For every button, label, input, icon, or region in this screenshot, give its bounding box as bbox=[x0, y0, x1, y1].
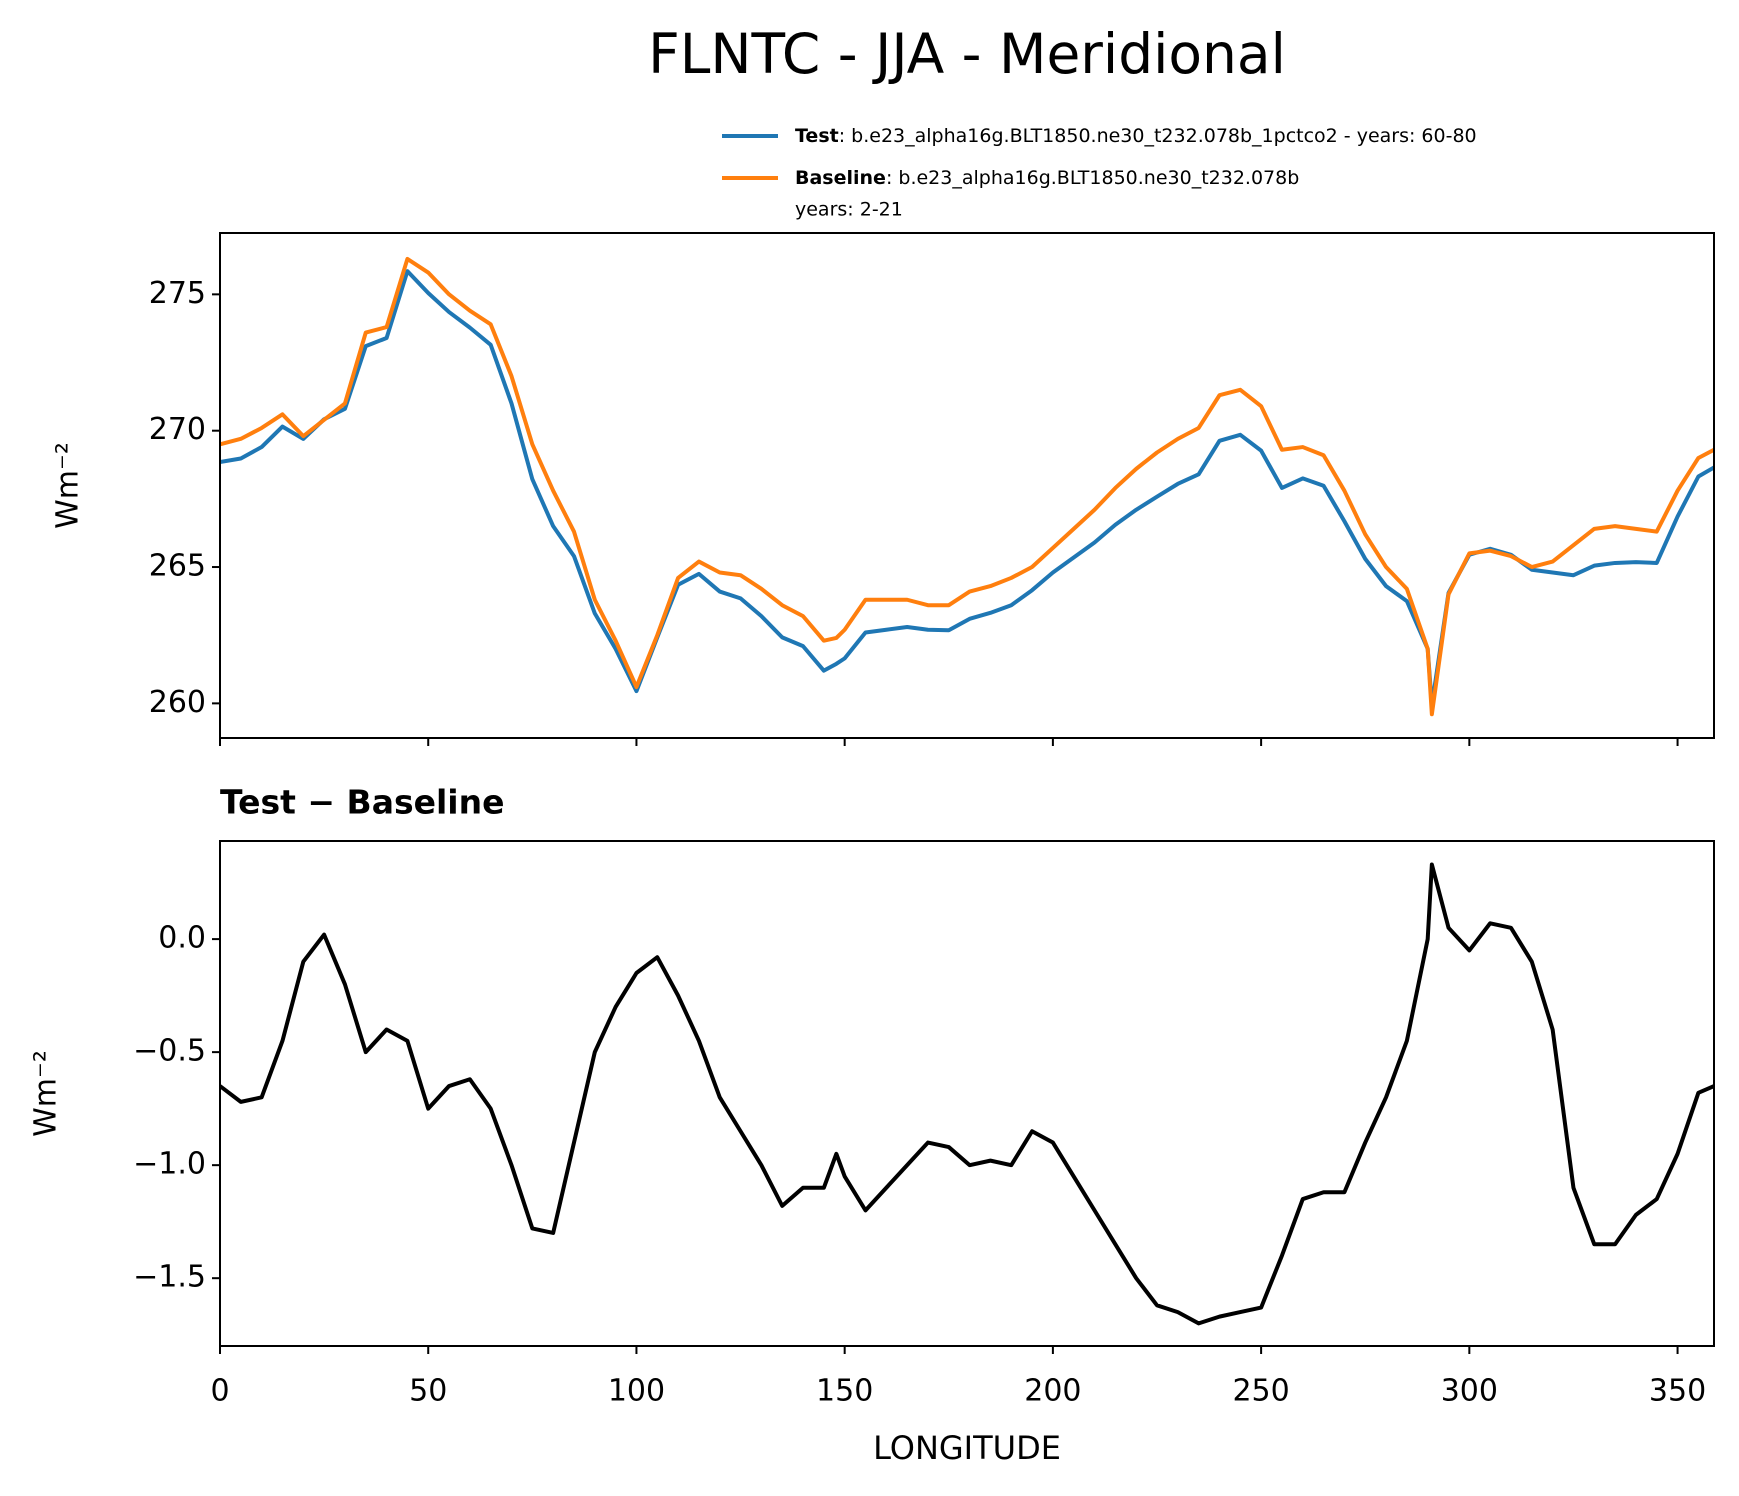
legend-name: Baseline bbox=[795, 167, 886, 189]
legend-detail: : b.e23_alpha16g.BLT1850.ne30_t232.078b bbox=[886, 167, 1299, 189]
y-tick-label: 275 bbox=[149, 276, 206, 311]
legend-name: Test bbox=[795, 125, 839, 147]
y-tick-label: −1.0 bbox=[133, 1147, 206, 1182]
y-tick-label: 0.0 bbox=[158, 921, 206, 956]
axes-frame bbox=[219, 232, 1715, 739]
legend-detail-line: years: 2-21 bbox=[795, 199, 903, 221]
x-tick-label: 150 bbox=[816, 1374, 873, 1409]
x-tick-label: 250 bbox=[1232, 1374, 1289, 1409]
axes-frame bbox=[219, 840, 1715, 1347]
legend-detail: : b.e23_alpha16g.BLT1850.ne30_t232.078b_… bbox=[839, 125, 1477, 147]
x-tick-label: 300 bbox=[1441, 1374, 1498, 1409]
x-axis-label: LONGITUDE bbox=[873, 1429, 1061, 1467]
y-tick-label: 270 bbox=[149, 412, 206, 447]
x-tick-label: 0 bbox=[210, 1374, 229, 1409]
data-line bbox=[220, 862, 1714, 1326]
plot-area bbox=[220, 862, 1714, 1326]
figure-title: FLNTC - JJA - Meridional bbox=[648, 22, 1286, 86]
y-axis-label: Wm⁻² bbox=[29, 1050, 64, 1137]
x-tick-label: 350 bbox=[1649, 1374, 1706, 1409]
axes-title: Test − Baseline bbox=[220, 783, 505, 822]
y-tick-label: −0.5 bbox=[133, 1034, 206, 1069]
x-tick-label: 200 bbox=[1024, 1374, 1081, 1409]
y-tick-label: −1.5 bbox=[133, 1260, 206, 1295]
y-tick-label: 265 bbox=[149, 549, 206, 584]
plot-area bbox=[220, 256, 1714, 717]
legend-entry: Baseline: b.e23_alpha16g.BLT1850.ne30_t2… bbox=[795, 167, 1299, 189]
y-tick-label: 260 bbox=[149, 685, 206, 720]
x-tick-label: 100 bbox=[608, 1374, 665, 1409]
data-line bbox=[220, 256, 1714, 717]
legend-entry: Test: b.e23_alpha16g.BLT1850.ne30_t232.0… bbox=[795, 125, 1477, 147]
y-axis-label: Wm⁻² bbox=[51, 442, 86, 529]
x-tick-label: 50 bbox=[409, 1374, 447, 1409]
